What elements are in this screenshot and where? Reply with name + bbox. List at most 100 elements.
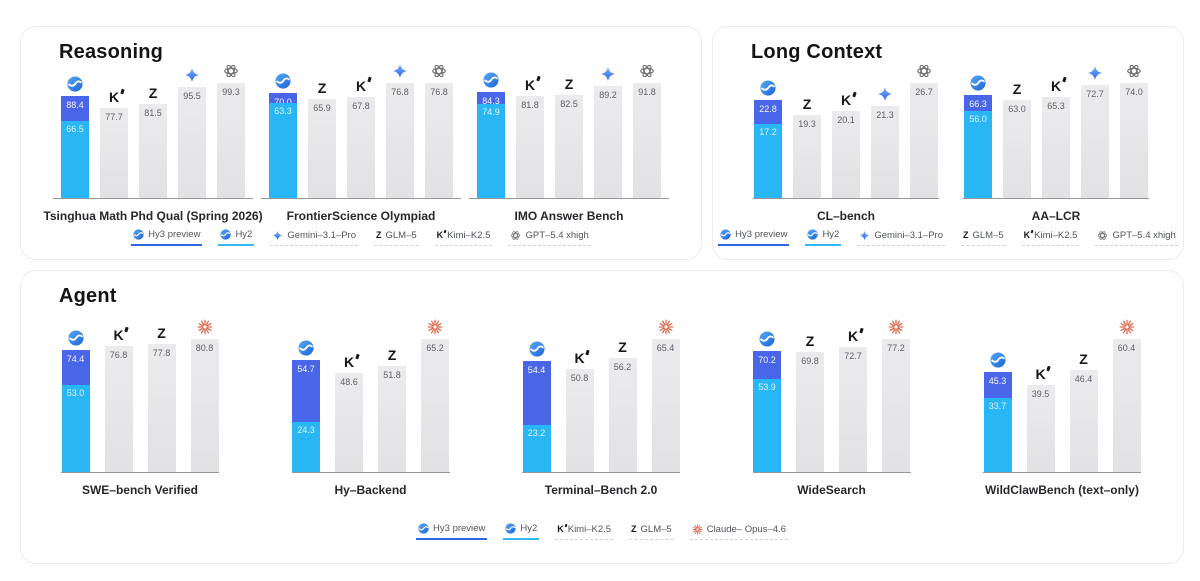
bar-value-label: 76.8 (391, 87, 409, 97)
kimi-k-icon: K (525, 76, 541, 92)
legend-label: Gemini–3.1–Pro (874, 229, 943, 241)
bar-icon: K (109, 86, 125, 104)
glm-z-icon: Z (802, 95, 812, 112)
bar-icon (759, 329, 775, 347)
bar-value-label: 67.8 (352, 100, 370, 111)
bar-hy: 54.7 24.3 (292, 340, 320, 472)
kimi-k-icon: K (848, 327, 864, 343)
bar-gpt: 91.8 (633, 64, 661, 198)
charts-row: 22.8 17.2 Z 19.3 K 20.1 21.3 26.7 CL–bench 66.… (753, 64, 1149, 223)
hy-logo-icon (720, 229, 731, 240)
claude-burst-icon (692, 523, 703, 535)
bar-icon (916, 61, 932, 79)
chart-hy-backend: 54.7 24.3 K 48.6 Z 51.8 65.2 Hy–Backend (291, 319, 450, 497)
bar-hy: 66.3 56.0 (964, 75, 992, 198)
hy2-bar-segment: 23.2 (522, 424, 551, 472)
glm-z-icon: Z (631, 523, 637, 534)
bar-value-label: 82.5 (560, 98, 578, 109)
hy2-bar-segment: 17.2 (754, 123, 782, 198)
bar-value-label: 48.6 (340, 376, 358, 387)
glm-z-icon: Z (1079, 350, 1088, 367)
bar-value-label: 65.4 (656, 343, 675, 353)
bar-value-label: 65.2 (426, 343, 444, 353)
legend-label: Hy2 (822, 229, 840, 240)
bar-glm: Z 77.8 (147, 326, 176, 472)
hy2-bar-segment: 33.7 (983, 397, 1012, 472)
bar-value-label: 95.5 (183, 91, 201, 102)
legend-item-glm-5: Z GLM–5 (629, 523, 674, 540)
chart-title: Tsinghua Math Phd Qual (Spring 2026) (43, 209, 263, 223)
claude-burst-icon (1119, 319, 1135, 335)
bar-glm: Z 51.8 (378, 348, 406, 472)
bar-value-label: 74.9 (482, 107, 500, 118)
bar-icon: K (113, 324, 129, 342)
hy3-bar-segment: 84.3 (477, 92, 505, 107)
bar-icon: K (1035, 363, 1051, 381)
gemini-star-icon (1087, 65, 1103, 81)
bar-value-label: 19.3 (798, 118, 816, 129)
bar-kimi: K 48.6 (335, 353, 363, 472)
bar-kimi: K 67.8 (347, 77, 375, 198)
chart-title: IMO Answer Bench (514, 209, 624, 223)
bar-value-label: 91.8 (638, 87, 656, 97)
kimi-k-icon: K (557, 523, 567, 534)
bar-value-label: 65.9 (313, 103, 331, 114)
legend-label: GPT–5.4 xhigh (1112, 229, 1176, 241)
panel-reasoning: Reasoning 88.4 66.5 K 77.7 Z 81.5 95.5 99.3 Ts… (20, 26, 702, 260)
gemini-star-icon (859, 230, 870, 241)
bar-icon: K (525, 74, 541, 92)
legend-label: GLM–5 (640, 523, 672, 535)
legend-label: Hy3 preview (148, 229, 201, 240)
glm-z-icon: Z (1012, 81, 1022, 98)
glm-z-icon: Z (376, 229, 382, 240)
bar-icon (431, 61, 447, 79)
legend-label: Kimi–K2.5 (447, 229, 491, 241)
charts-row: 88.4 66.5 K 77.7 Z 81.5 95.5 99.3 Tsinghua Mat… (43, 64, 669, 223)
legend-item-gemini-3-1-pro: Gemini–3.1–Pro (857, 229, 945, 246)
hy3-bar-segment: 74.4 (61, 349, 90, 385)
hy3-bar-segment: 45.3 (983, 372, 1012, 398)
hy-logo-icon (760, 80, 776, 96)
bar-gpt: 74.0 (1120, 64, 1148, 198)
bar-value-label: 63.0 (1008, 104, 1026, 115)
bar-value-label: 53.0 (66, 387, 85, 398)
bar-claude: 77.2 (882, 319, 910, 472)
bar-value-label: 63.3 (274, 106, 292, 117)
bar-value-label: 84.3 (482, 96, 500, 107)
chart-wildclawbench-text-only: 45.3 33.7 K 39.5 Z 46.4 60.4 WildClawBench (te… (983, 319, 1141, 497)
bar-value-label: 88.4 (66, 99, 84, 110)
bar-glm: Z 46.4 (1069, 352, 1098, 472)
bar-value-label: 72.7 (844, 350, 862, 361)
gemini-star-icon (392, 63, 408, 79)
kimi-k-icon: K (344, 353, 360, 369)
bar-gemini: 72.7 (1081, 66, 1109, 198)
bar-glm: Z 81.5 (139, 86, 167, 198)
hy-logo-icon (418, 523, 429, 534)
hy3-bar-segment: 54.7 (292, 360, 320, 423)
legend-item-hy2: Hy2 (503, 523, 540, 540)
gemini-star-icon (600, 66, 616, 82)
legend-label: GPT–5.4 xhigh (525, 229, 589, 241)
bar-gemini: 95.5 (178, 68, 206, 198)
bar-value-label: 39.5 (1031, 389, 1050, 399)
bar-icon: K (1051, 75, 1067, 93)
bar-value-label: 70.0 (274, 97, 292, 108)
bar-value-label: 56.0 (969, 114, 987, 124)
hy2-bar-segment: 56.0 (964, 111, 992, 198)
kimi-k-icon: K (437, 229, 447, 240)
bar-kimi: K 50.8 (565, 349, 594, 472)
legend-item-hy3-preview: Hy3 preview (718, 229, 790, 246)
hy-logo-icon (759, 331, 775, 347)
panel-agent: Agent 74.4 53.0 K 76.8 Z 77.8 80.8 SWE–bench V… (20, 270, 1184, 564)
chart-aa-lcr: 66.3 56.0 Z 63.0 K 65.3 72.7 74.0 AA–LCR (963, 64, 1149, 223)
bar-value-label: 66.3 (969, 99, 987, 109)
bar-icon (528, 339, 545, 357)
glm-z-icon: Z (963, 229, 969, 240)
glm-z-icon: Z (148, 84, 158, 101)
bar-value-label: 20.1 (837, 115, 855, 126)
bars-row: 74.4 53.0 K 76.8 Z 77.8 80.8 (61, 319, 219, 473)
hy-logo-icon (989, 352, 1006, 368)
gpt-knot-icon (431, 63, 447, 79)
panel-title-agent: Agent (59, 285, 117, 307)
bar-claude: 60.4 (1112, 319, 1141, 472)
